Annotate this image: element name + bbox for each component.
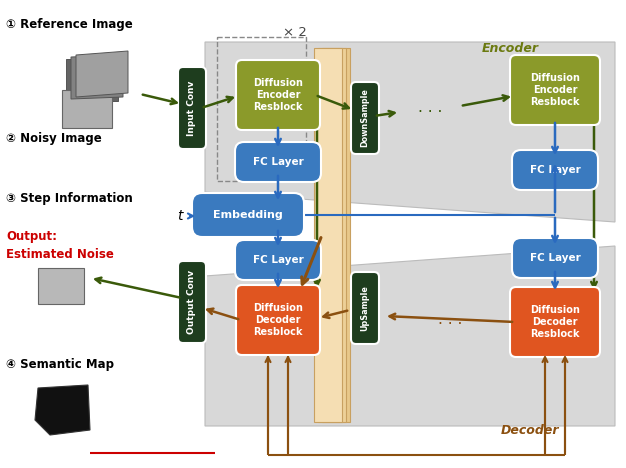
FancyBboxPatch shape [512,238,598,278]
Text: Encoder: Encoder [481,42,538,54]
Text: Embedding: Embedding [213,210,283,220]
Text: UpSample: UpSample [361,285,369,331]
Text: ② Noisy Image: ② Noisy Image [6,132,102,145]
FancyBboxPatch shape [235,142,321,182]
Text: ① Reference Image: ① Reference Image [6,18,133,31]
Text: . . .: . . . [410,205,434,219]
Text: Decoder: Decoder [501,424,559,437]
Polygon shape [314,48,342,422]
FancyArrowPatch shape [314,127,320,285]
Text: Output Conv: Output Conv [188,270,197,334]
Text: Diffusion
Encoder
Resblock: Diffusion Encoder Resblock [253,79,303,111]
Text: Diffusion
Decoder
Resblock: Diffusion Decoder Resblock [530,306,580,339]
FancyBboxPatch shape [236,60,320,130]
FancyBboxPatch shape [351,82,379,154]
Text: FC Layer: FC Layer [253,255,304,265]
FancyBboxPatch shape [351,272,379,344]
Text: Diffusion
Encoder
Resblock: Diffusion Encoder Resblock [530,73,580,107]
FancyBboxPatch shape [512,150,598,190]
Polygon shape [205,246,615,426]
FancyBboxPatch shape [38,268,84,304]
Text: FC Layer: FC Layer [530,165,580,175]
FancyBboxPatch shape [62,90,112,128]
Text: Diffusion
Decoder
Resblock: Diffusion Decoder Resblock [253,303,303,336]
Polygon shape [35,385,90,435]
FancyBboxPatch shape [192,193,304,237]
Polygon shape [66,59,118,101]
Polygon shape [71,55,123,99]
FancyArrowPatch shape [591,123,597,287]
FancyBboxPatch shape [510,55,600,125]
Polygon shape [322,48,350,422]
Polygon shape [205,42,615,222]
Text: . . .: . . . [418,101,442,116]
Text: Estimated Noise: Estimated Noise [6,248,114,261]
FancyBboxPatch shape [178,261,206,343]
FancyBboxPatch shape [236,285,320,355]
FancyBboxPatch shape [178,67,206,149]
FancyBboxPatch shape [510,287,600,357]
FancyBboxPatch shape [235,240,321,280]
Polygon shape [318,48,346,422]
Text: $t$: $t$ [177,209,185,223]
Text: FC Layer: FC Layer [530,253,580,263]
Text: ④ Semantic Map: ④ Semantic Map [6,358,114,371]
Text: FC Layer: FC Layer [253,157,304,167]
Text: . . .: . . . [438,313,462,328]
Polygon shape [76,51,128,97]
Text: ③ Step Information: ③ Step Information [6,192,133,205]
Text: Input Conv: Input Conv [188,80,197,136]
Text: Output:: Output: [6,230,57,243]
Text: DownSample: DownSample [361,88,369,147]
Text: × 2: × 2 [283,25,307,38]
